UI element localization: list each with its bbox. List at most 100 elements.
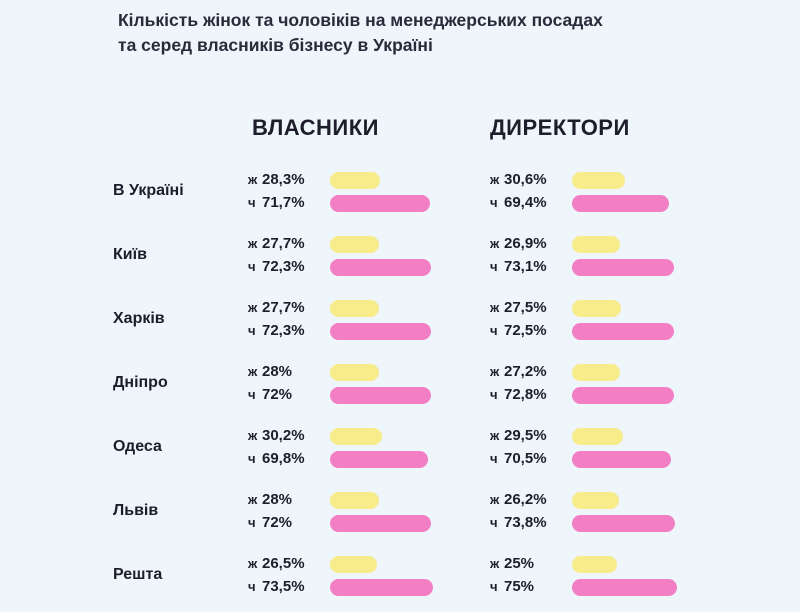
- chart-title: Кількість жінок та чоловіків на менеджер…: [118, 8, 603, 58]
- gender-label: ч: [248, 195, 256, 210]
- gender-label: ч: [490, 515, 498, 530]
- women-bar: [330, 492, 380, 509]
- gender-label: ж: [248, 300, 258, 315]
- group-header-owners: ВЛАСНИКИ: [252, 115, 379, 140]
- percent-text: 28%: [262, 491, 293, 508]
- percent-text: 72%: [262, 386, 293, 403]
- men-bar: [330, 515, 431, 532]
- percent-text: 69,8%: [262, 450, 305, 467]
- men-value-label: ч 69,4%: [490, 194, 547, 211]
- gender-label: ч: [490, 387, 498, 402]
- women-value-label: ж 26,9%: [490, 235, 547, 252]
- percent-text: 26,2%: [504, 491, 547, 508]
- women-value-label: ж 30,2%: [248, 427, 305, 444]
- women-value-label: ж 30,6%: [490, 171, 547, 188]
- percent-text: 27,2%: [504, 363, 547, 380]
- gender-label: ж: [490, 428, 500, 443]
- women-value-label: ж 25%: [490, 555, 534, 572]
- women-value-label: ж 28%: [248, 363, 292, 380]
- region-label: В Україні: [113, 182, 184, 199]
- percent-text: 72%: [262, 514, 293, 531]
- men-value-label: ч 72,8%: [490, 386, 547, 403]
- gender-label: ж: [248, 172, 258, 187]
- men-bar: [330, 451, 428, 468]
- percent-text: 72,5%: [504, 322, 547, 339]
- gender-label: ж: [248, 236, 258, 251]
- men-bar: [330, 323, 432, 340]
- gender-label: ч: [248, 323, 256, 338]
- women-bar: [572, 236, 620, 253]
- percent-text: 71,7%: [262, 194, 305, 211]
- men-value-label: ч 75%: [490, 578, 534, 595]
- women-value-label: ж 26,2%: [490, 491, 547, 508]
- gender-label: ж: [248, 364, 258, 379]
- men-value-label: ч 72%: [248, 386, 292, 403]
- women-bar: [572, 300, 621, 317]
- gender-label: ч: [490, 195, 498, 210]
- men-value-label: ч 72%: [248, 514, 292, 531]
- women-bar: [330, 556, 378, 573]
- percent-text: 27,7%: [262, 299, 305, 316]
- percent-text: 73,1%: [504, 258, 547, 275]
- men-bar: [572, 579, 677, 596]
- gender-label: ж: [490, 172, 500, 187]
- title-line-1: Кількість жінок та чоловіків на менеджер…: [118, 10, 603, 30]
- women-bar: [330, 300, 379, 317]
- region-label: Решта: [113, 566, 163, 583]
- gender-label: ж: [490, 300, 500, 315]
- women-bar: [572, 428, 624, 445]
- women-value-label: ж 27,5%: [490, 299, 547, 316]
- women-bar: [572, 492, 619, 509]
- women-value-label: ж 29,5%: [490, 427, 547, 444]
- gender-label: ж: [248, 492, 258, 507]
- gender-label: ж: [490, 556, 500, 571]
- percent-text: 30,6%: [504, 171, 547, 188]
- women-value-label: ж 27,2%: [490, 363, 547, 380]
- percent-text: 27,7%: [262, 235, 305, 252]
- gender-label: ж: [490, 236, 500, 251]
- men-value-label: ч 72,5%: [490, 322, 547, 339]
- men-value-label: ч 73,1%: [490, 258, 547, 275]
- gender-label: ч: [490, 323, 498, 338]
- men-value-label: ч 73,5%: [248, 578, 305, 595]
- women-bar: [572, 172, 625, 189]
- percent-text: 73,8%: [504, 514, 547, 531]
- percent-text: 27,5%: [504, 299, 547, 316]
- region-label: Харків: [113, 310, 165, 327]
- men-bar: [330, 579, 433, 596]
- men-value-label: ч 70,5%: [490, 450, 547, 467]
- women-value-label: ж 26,5%: [248, 555, 305, 572]
- title-line-2: та серед власників бізнесу в Україні: [118, 35, 433, 55]
- women-bar: [330, 364, 380, 381]
- men-value-label: ч 69,8%: [248, 450, 305, 467]
- women-value-label: ж 28%: [248, 491, 292, 508]
- percent-text: 29,5%: [504, 427, 547, 444]
- region-label: Одеса: [113, 438, 162, 455]
- women-bar: [572, 556, 617, 573]
- region-label: Київ: [113, 246, 147, 263]
- gender-label: ж: [248, 556, 258, 571]
- region-label: Львів: [113, 502, 159, 519]
- men-bar: [572, 259, 675, 276]
- men-bar: [330, 195, 431, 212]
- women-value-label: ж 28,3%: [248, 171, 305, 188]
- gender-label: ч: [490, 259, 498, 274]
- gender-label: ж: [248, 428, 258, 443]
- men-value-label: ч 73,8%: [490, 514, 547, 531]
- women-value-label: ж 27,7%: [248, 235, 305, 252]
- percent-text: 70,5%: [504, 450, 547, 467]
- gender-label: ч: [248, 579, 256, 594]
- men-bar: [572, 195, 670, 212]
- percent-text: 26,9%: [504, 235, 547, 252]
- gender-label: ч: [248, 451, 256, 466]
- women-bar: [330, 428, 383, 445]
- percent-text: 26,5%: [262, 555, 305, 572]
- percent-text: 25%: [504, 555, 535, 572]
- men-bar: [572, 387, 674, 404]
- men-value-label: ч 71,7%: [248, 194, 305, 211]
- gender-label: ж: [490, 364, 500, 379]
- women-bar: [330, 172, 380, 189]
- men-value-label: ч 72,3%: [248, 322, 305, 339]
- gender-label: ч: [490, 451, 498, 466]
